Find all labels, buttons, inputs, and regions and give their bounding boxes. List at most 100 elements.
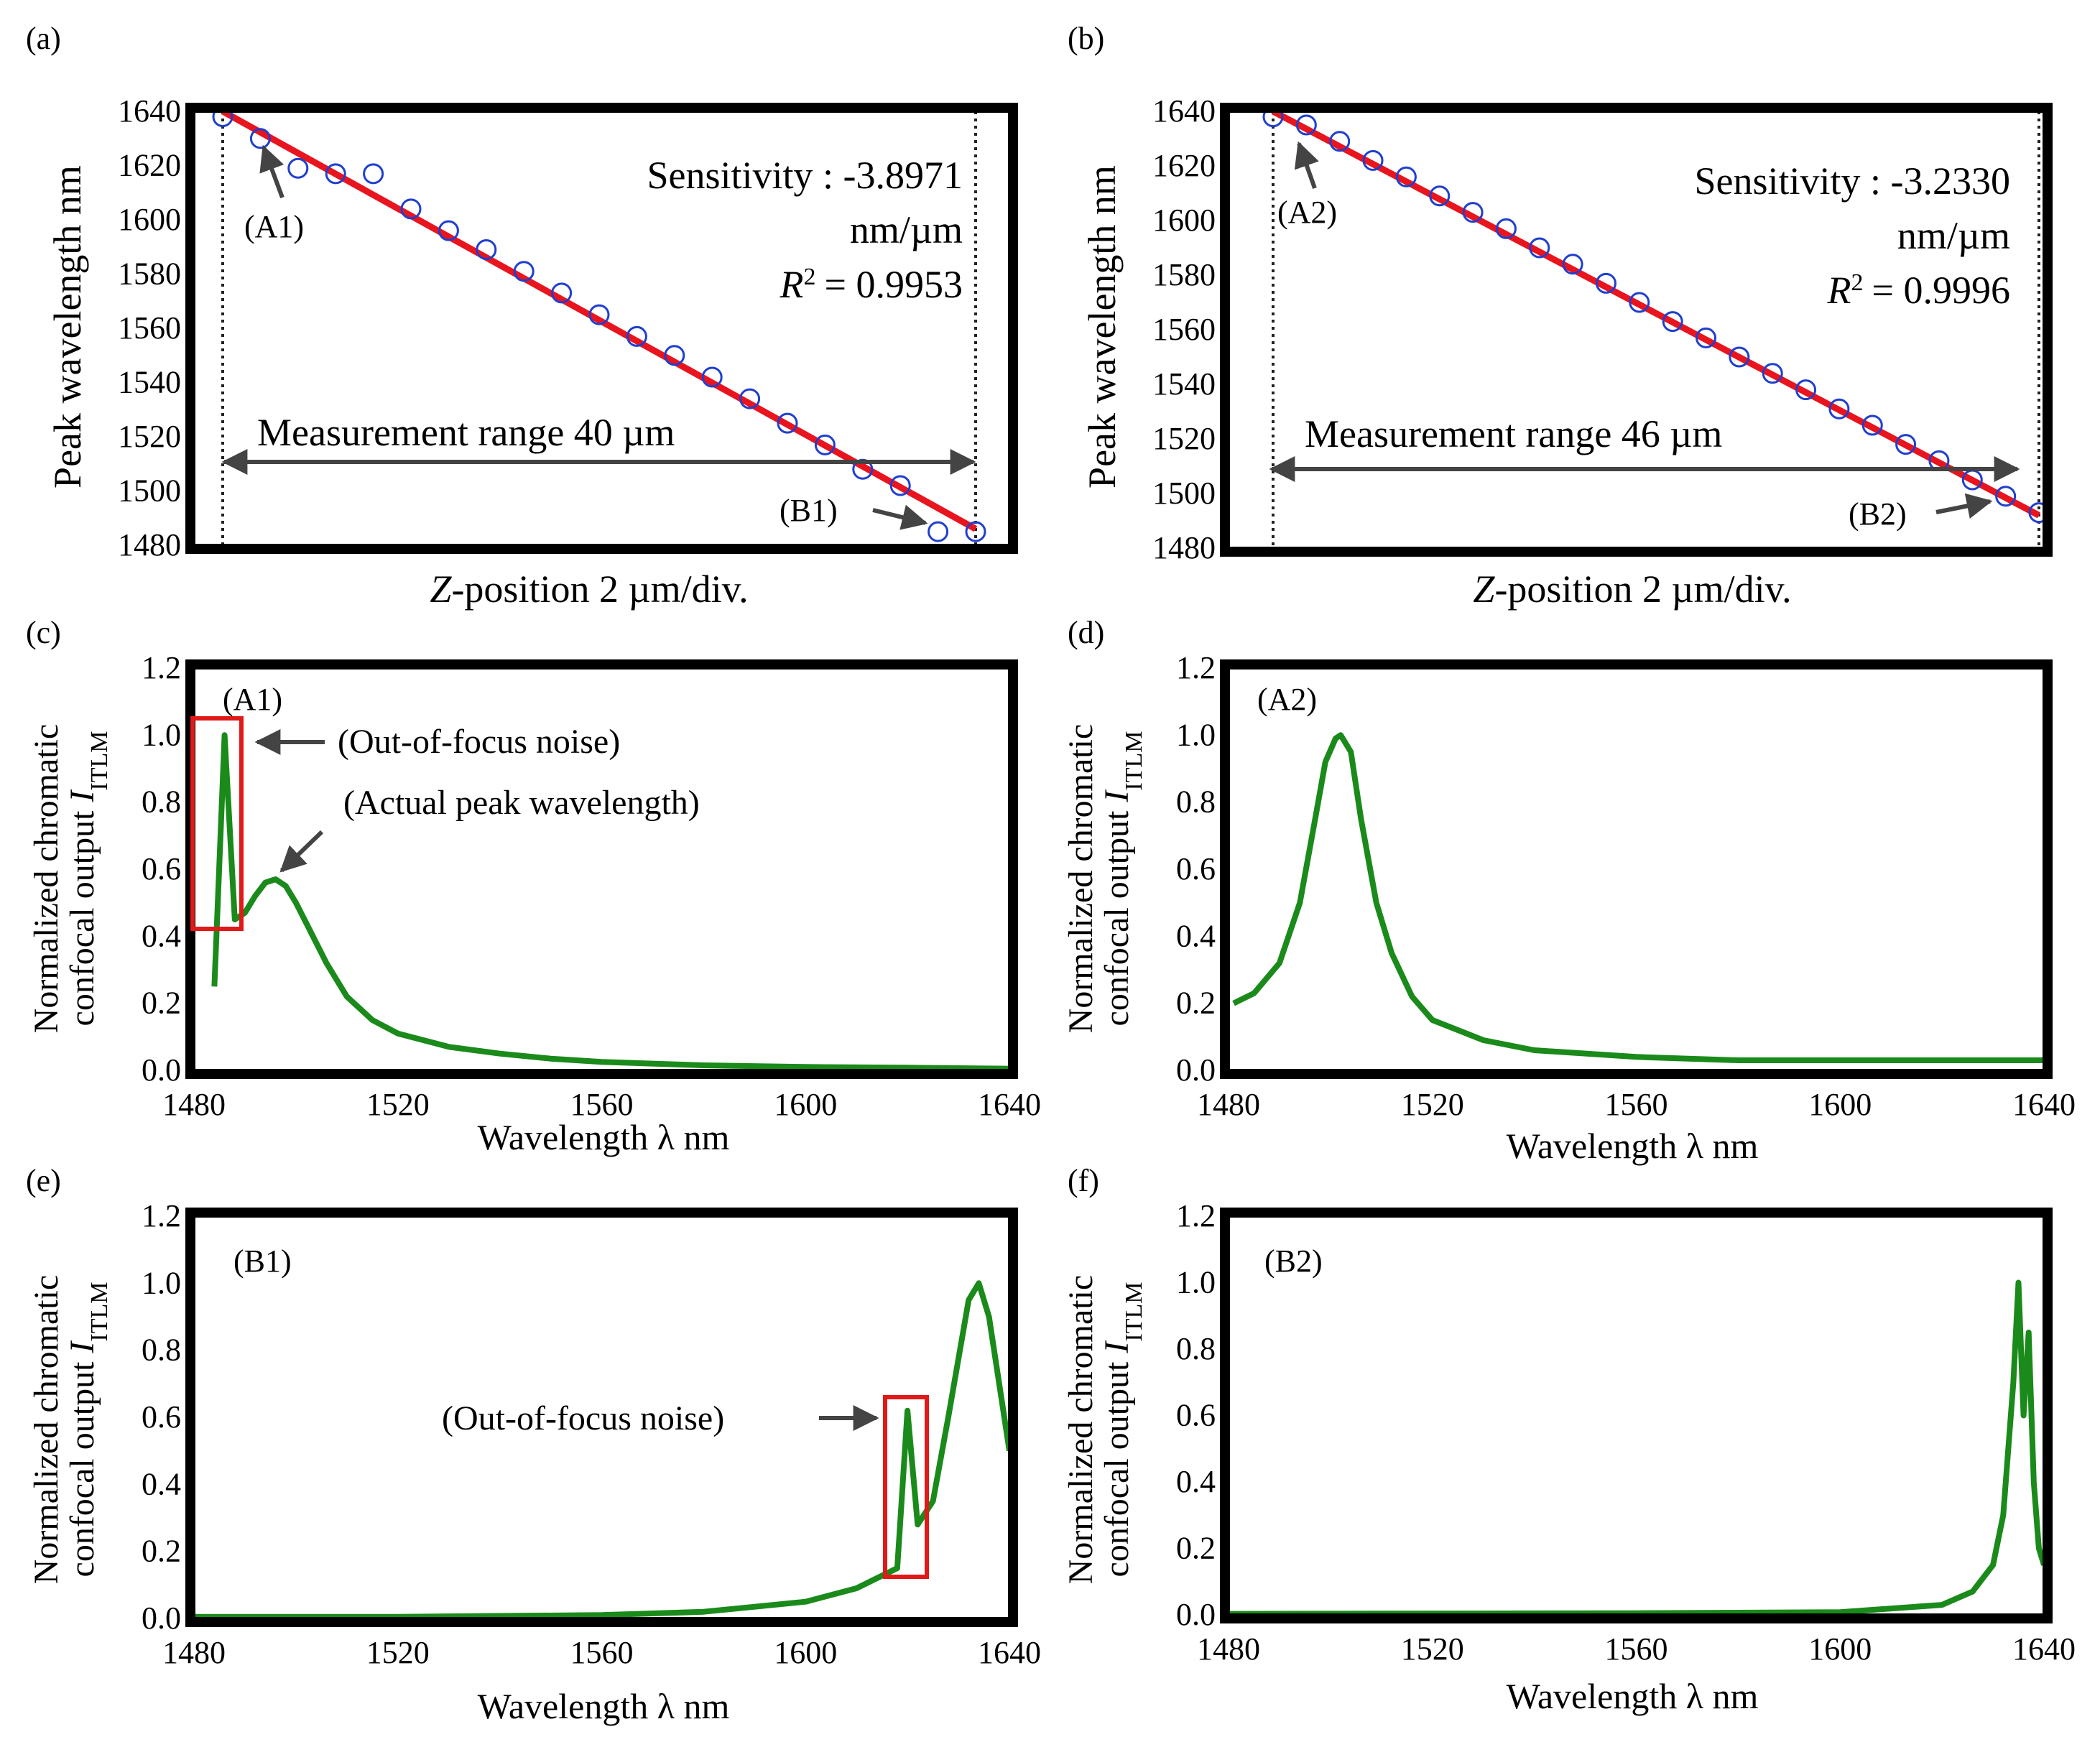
data-point <box>1895 434 1917 455</box>
panel-a-r2-exp: 2 <box>804 264 816 290</box>
data-point <box>1462 202 1484 223</box>
y-tick-label: 0.6 <box>142 1399 181 1435</box>
x-tick-label: 1640 <box>978 1087 1041 1122</box>
panel-c-xlabel: Wavelength λ nm <box>478 1117 730 1157</box>
y-tick-label: 1520 <box>1152 421 1216 456</box>
x-tick-label: 1560 <box>570 1635 634 1670</box>
panel-e-ylabel-symbol: I <box>63 1340 101 1354</box>
data-point <box>1762 363 1783 384</box>
data-point <box>400 198 422 220</box>
x-tick-label: 1560 <box>1605 1087 1668 1122</box>
data-point <box>1795 379 1817 401</box>
y-tick-label: 1.2 <box>142 1198 181 1233</box>
panel-e-xlabel: Wavelength λ nm <box>478 1686 730 1726</box>
x-tick-label: 1600 <box>1808 1087 1872 1122</box>
y-tick-label: 0.0 <box>142 1052 181 1088</box>
y-tick-label: 1.2 <box>1176 650 1216 685</box>
panel-b-yticks: 1640 1620 1600 1580 1560 1540 1520 1500 1480 <box>1152 93 1216 565</box>
panel-a-callout-a1-arrow <box>259 144 285 199</box>
panel-a-ylabel: Peak wavelength nm <box>46 165 89 488</box>
data-point <box>1429 185 1451 207</box>
y-tick-label: 1500 <box>118 473 181 509</box>
panel-a-unit: nm/µm <box>850 208 963 251</box>
panel-d-inner-label: (A2) <box>1257 682 1317 717</box>
y-tick-label: 0.6 <box>142 851 181 886</box>
panel-b: (b) 1640 1620 1600 1580 1560 1540 1520 1500 1480… <box>1068 21 2053 611</box>
panel-e-tag: (e) <box>26 1163 61 1198</box>
y-tick-label: 1620 <box>1152 148 1216 183</box>
data-point <box>626 325 647 347</box>
panel-e-ylabel-2: confocal output IITLM <box>63 1282 113 1577</box>
data-point <box>325 163 346 185</box>
data-point <box>777 412 798 434</box>
y-tick-label: 1540 <box>1152 366 1216 402</box>
y-tick-label: 0.0 <box>142 1600 181 1636</box>
panel-c-peak-callout: (Actual peak wavelength) <box>343 784 700 822</box>
panel-b-r2-value: = 0.9996 <box>1872 269 2010 312</box>
panel-a-frame <box>185 103 1018 554</box>
panel-a-callout-b1: (B1) <box>780 493 838 528</box>
data-point <box>1861 414 1883 436</box>
y-tick-label: 1540 <box>118 365 181 400</box>
panel-e-ylabel-1: Normalized chromatic <box>27 1275 65 1584</box>
spectrum-line <box>194 1280 1012 1620</box>
data-point <box>1595 272 1616 294</box>
y-tick-label: 1.2 <box>1176 1198 1216 1233</box>
y-tick-label: 1500 <box>1152 476 1216 511</box>
x-tick-label: 1520 <box>1401 1631 1464 1667</box>
panel-a-r2: R2 = 0.9953 <box>780 263 963 306</box>
panel-b-xlabel: Z-position 2 µm/div. <box>1473 567 1791 611</box>
y-tick-label: 1.0 <box>142 1265 181 1300</box>
y-tick-label: 1480 <box>118 527 181 562</box>
x-tick-label: 1480 <box>1197 1087 1260 1122</box>
panel-a-yticks: 1640 1620 1600 1580 1560 1540 1520 1500 1480 <box>118 93 181 562</box>
panel-d-ylabel-sub: ITLM <box>1121 731 1147 791</box>
x-tick-label: 1640 <box>978 1635 1041 1670</box>
panel-e-noise-box <box>883 1395 929 1579</box>
panel-a-plot <box>212 106 986 545</box>
panel-d-ylabel-2-text: confocal output <box>1098 802 1136 1027</box>
panel-a-callout-a1: (A1) <box>244 209 304 244</box>
data-point <box>889 475 911 496</box>
y-tick-label: 0.4 <box>142 918 181 953</box>
y-tick-label: 0.2 <box>142 986 181 1021</box>
panel-e-ylabel-2-text: confocal output <box>63 1353 101 1577</box>
data-point <box>965 521 986 542</box>
x-tick-label: 1560 <box>1605 1631 1668 1667</box>
data-point <box>1395 166 1417 187</box>
y-tick-label: 0.0 <box>1176 1052 1216 1088</box>
data-point <box>513 261 535 282</box>
y-tick-label: 1600 <box>1152 203 1216 238</box>
panel-b-r2: R2 = 0.9996 <box>1827 269 2010 312</box>
x-tick-label: 1560 <box>570 1087 634 1122</box>
y-tick-label: 0.6 <box>1176 851 1216 886</box>
panel-c-ylabel-2-text: confocal output <box>63 802 101 1027</box>
panel-a-xlabel-rest: -position 2 µm/div. <box>451 567 748 611</box>
data-point <box>928 521 949 542</box>
y-tick-label: 1.0 <box>1176 1265 1216 1300</box>
panel-a-range-text: Measurement range 40 µm <box>257 411 675 454</box>
y-tick-label: 0.8 <box>1176 784 1216 820</box>
panel-b-range-text: Measurement range 46 µm <box>1305 412 1722 455</box>
panel-e-ylabel-sub: ITLM <box>86 1282 113 1342</box>
y-tick-label: 1600 <box>118 202 181 237</box>
y-tick-label: 1580 <box>118 256 181 292</box>
data-point <box>1696 327 1717 348</box>
panel-e-frame <box>185 1208 1018 1627</box>
data-point <box>1629 292 1650 313</box>
fit-line <box>1271 108 2041 519</box>
panel-b-sensitivity: Sensitivity : -3.2330 <box>1694 159 2010 203</box>
panel-b-r2-symbol: R <box>1827 269 1851 312</box>
y-tick-label: 1.0 <box>142 717 181 752</box>
data-point <box>1662 311 1683 333</box>
y-tick-label: 0.2 <box>142 1534 181 1569</box>
y-tick-label: 0.8 <box>142 1333 181 1368</box>
panel-e-inner-label: (B1) <box>233 1243 292 1279</box>
y-tick-label: 1620 <box>118 148 181 183</box>
panel-c-tag: (c) <box>26 615 61 650</box>
